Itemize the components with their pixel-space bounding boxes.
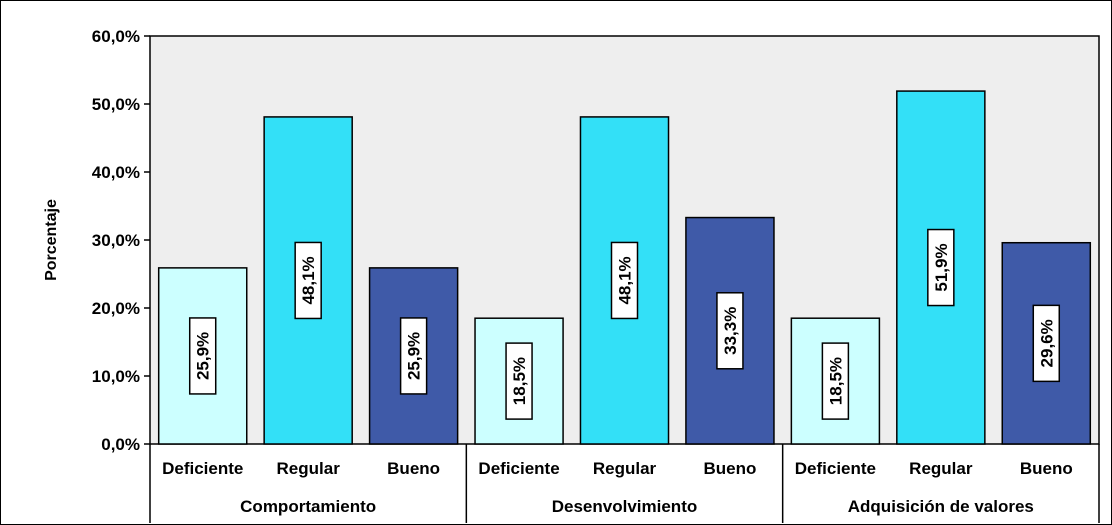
data-label: 25,9% [405,332,424,380]
category-label: Bueno [1020,459,1073,478]
data-label-box [610,241,639,320]
category-label: Bueno [703,459,756,478]
data-label-box [927,228,955,307]
category-label: Deficiente [162,459,243,478]
data-label: 25,9% [194,332,213,380]
data-label-box [505,342,533,420]
data-label-box [188,317,217,395]
category-label: Deficiente [478,459,559,478]
y-tick-label: 50,0% [92,95,140,114]
y-tick-label: 60,0% [92,27,140,46]
group-label: Desenvolvimiento [552,497,698,516]
y-tick-label: 40,0% [92,163,140,182]
group-label: Comportamiento [240,497,376,516]
category-label: Regular [909,459,973,478]
category-label: Regular [593,459,657,478]
y-tick-label: 0,0% [101,435,140,454]
data-label: 48,1% [616,256,635,304]
data-label-box [399,317,428,395]
data-label-box [716,292,744,370]
data-label: 51,9% [932,243,951,291]
data-label: 18,5% [510,357,529,405]
category-label: Regular [277,459,341,478]
data-label: 48,1% [299,256,318,304]
y-axis-label: Porcentaje [43,199,60,281]
data-label-box [821,342,850,420]
data-label: 18,5% [826,357,845,405]
category-label: Deficiente [795,459,876,478]
data-label-box [1032,304,1061,383]
category-label: Bueno [387,459,440,478]
data-label: 29,6% [1037,319,1056,367]
y-tick-label: 10,0% [92,367,140,386]
group-label: Adquisición de valores [848,497,1034,516]
data-label: 33,3% [721,307,740,355]
y-tick-label: 30,0% [92,231,140,250]
y-tick-label: 20,0% [92,299,140,318]
data-label-box [294,241,322,320]
